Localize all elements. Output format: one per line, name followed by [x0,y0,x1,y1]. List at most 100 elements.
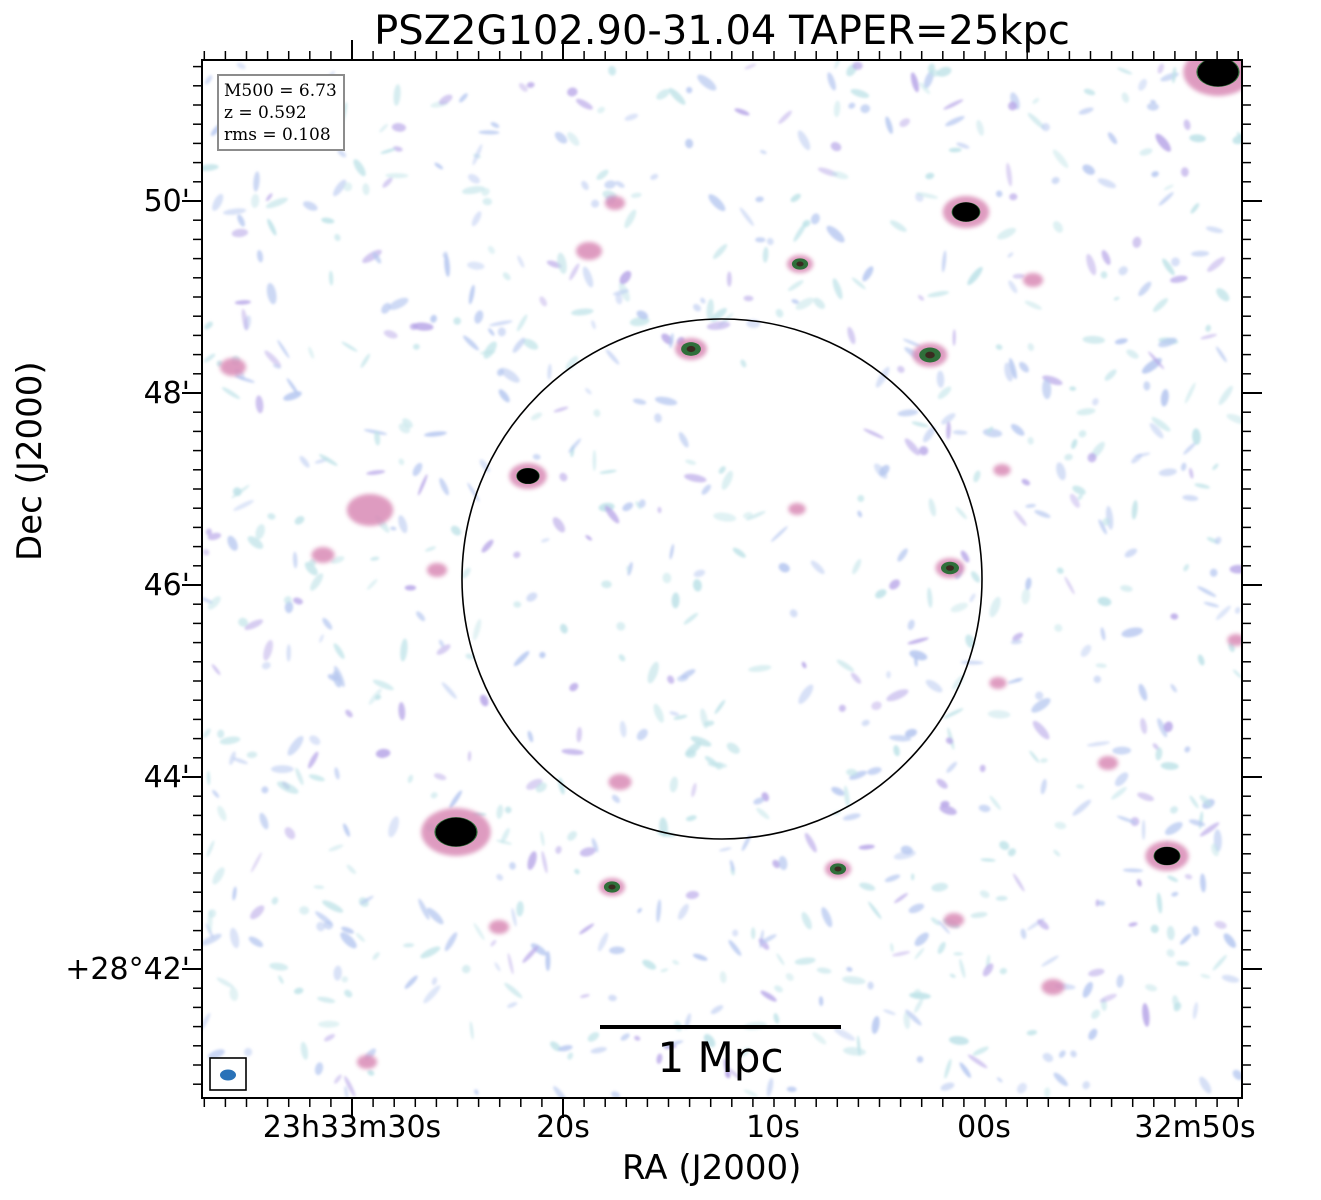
noise-speck [770,526,788,542]
noise-speck [952,675,965,690]
noise-speck [637,907,642,914]
noise-speck [461,186,486,195]
noise-speck [217,805,227,821]
noise-speck [1141,819,1146,841]
source-core [1197,60,1239,87]
ytick-label-48: 48' [143,376,190,411]
noise-speck [979,890,990,899]
noise-speck [238,617,249,627]
noise-speck [441,682,457,699]
noise-speck [740,359,747,368]
noise-speck [986,426,994,434]
noise-speck [889,220,907,232]
noise-speck [1102,517,1111,526]
noise-speck [277,339,290,359]
noise-speck [889,579,900,590]
noise-speck [1189,467,1194,479]
noise-speck [1100,271,1108,279]
noise-speck [732,929,739,937]
noise-speck [693,569,706,578]
ytick-label-50: 50' [143,184,190,219]
noise-speck [923,426,936,443]
figure-title: PSZ2G102.90-31.04 TAPER=25kpc [374,8,1070,54]
noise-speck [540,538,550,543]
source-halo [575,242,603,260]
noise-speck [1070,1050,1077,1058]
noise-speck [267,513,276,520]
noise-speck [812,1032,827,1045]
noise-speck [251,193,260,208]
info-box: M500 = 6.73 z = 0.592 rms = 0.108 [217,74,345,151]
source-core [946,565,954,571]
noise-speck [931,882,949,892]
noise-speck [203,728,211,738]
noise-speck [849,770,867,780]
noise-speck [1122,868,1144,873]
noise-speck [1114,338,1128,345]
noise-speck [1157,718,1168,738]
noise-speck [1118,266,1128,276]
noise-speck [766,237,774,246]
noise-speck [1053,221,1063,233]
noise-speck [567,132,580,146]
noise-speck [1200,974,1211,979]
noise-speck [1086,741,1111,747]
noise-speck [471,211,482,227]
noise-speck [892,951,911,957]
noise-speck [540,831,545,847]
noise-speck [420,946,441,959]
noise-speck [756,807,770,820]
noise-speck [774,985,783,993]
rms-text: rms = 0.108 [224,125,331,145]
noise-speck [1088,968,1105,977]
noise-speck [523,338,539,350]
noise-speck [778,856,788,871]
noise-speck [1181,462,1187,471]
beam-ellipse-icon [220,1069,236,1081]
noise-speck [211,664,221,676]
noise-speck [1091,1009,1101,1019]
noise-speck [979,764,986,773]
noise-speck [333,965,342,981]
x-axis-title: RA (J2000) [622,1148,802,1188]
noise-speck [700,708,708,729]
noise-speck [461,567,471,579]
noise-speck [438,639,445,648]
noise-speck [685,890,699,900]
noise-speck [766,1077,774,1097]
noise-speck [948,1036,969,1045]
noise-speck [810,213,820,225]
noise-speck [591,837,599,853]
noise-speck [207,532,222,541]
noise-speck [559,472,568,482]
noise-speck [319,454,338,466]
xtick-label-20s: 20s [536,1110,590,1145]
noise-speck [507,1002,518,1008]
noise-speck [217,729,225,739]
noise-speck [701,484,711,495]
noise-speck [246,751,258,759]
noise-speck [970,912,988,918]
noise-speck [567,831,577,841]
noise-speck [1078,107,1094,115]
noise-speck [398,458,405,466]
noise-speck [1013,510,1027,527]
noise-speck [512,337,526,353]
noise-speck [444,932,458,952]
noise-speck [468,173,480,184]
noise-speck [604,180,616,189]
noise-speck [341,976,349,983]
noise-speck [930,917,941,926]
noise-speck [212,789,220,798]
noise-speck [1184,382,1196,404]
noise-speck [590,1047,607,1054]
noise-speck [708,194,726,212]
noise-speck [801,911,812,930]
source-core [435,817,477,847]
noise-speck [368,688,382,705]
noise-speck [741,834,751,852]
noise-speck [987,710,1011,719]
noise-speck [380,148,396,154]
noise-speck [403,943,415,948]
noise-speck [337,149,347,158]
